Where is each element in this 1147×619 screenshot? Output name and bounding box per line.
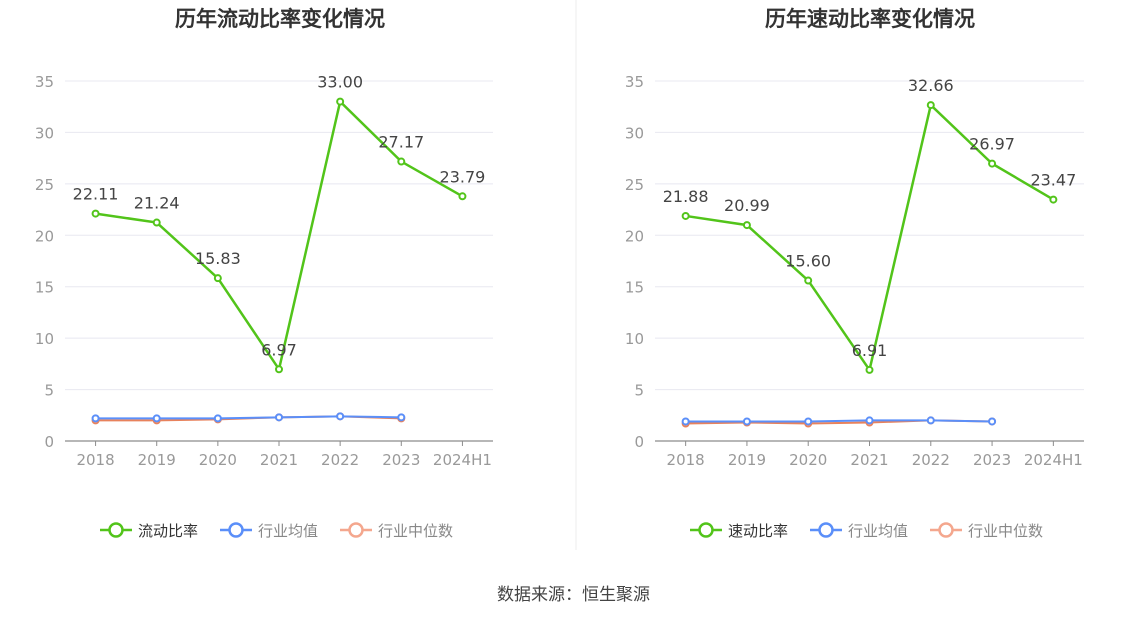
x-tick-label: 2021 (260, 451, 298, 469)
data-label: 22.11 (73, 185, 119, 204)
x-tick-label: 2018 (76, 451, 114, 469)
data-label: 21.24 (134, 194, 180, 213)
x-tick-label: 2024H1 (433, 451, 492, 469)
data-point-main (804, 276, 813, 285)
x-tick-label: 2018 (667, 451, 705, 469)
data-point-avg (742, 417, 751, 426)
y-tick-label: 0 (44, 433, 54, 451)
data-point-main (926, 101, 935, 110)
y-tick-label: 35 (35, 73, 54, 91)
legend-marker (698, 522, 714, 538)
x-tick-label: 2022 (912, 451, 950, 469)
chart-panel-2: 历年速动比率变化情况 0 5 10 15 20 25 30 35 2018 2019 2020 2021… (625, 7, 1084, 540)
y-tick-label: 15 (625, 279, 644, 297)
x-tick-label: 2024H1 (1024, 451, 1083, 469)
x-tick-label: 2023 (382, 451, 420, 469)
y-tick-label: 30 (35, 124, 54, 142)
data-point-main (91, 209, 100, 218)
y-tick-label: 15 (35, 279, 54, 297)
data-point-main (865, 365, 874, 374)
legend-label: 行业均值 (258, 522, 318, 540)
data-label: 27.17 (378, 133, 424, 152)
x-tick-label: 2019 (728, 451, 766, 469)
data-label: 20.99 (724, 196, 770, 215)
chart-title: 历年流动比率变化情况 (175, 7, 385, 31)
y-tick-label: 20 (35, 227, 54, 245)
legend-marker (938, 522, 954, 538)
x-tick-label: 2021 (850, 451, 888, 469)
data-point-main (681, 211, 690, 220)
legend-item-avg[interactable]: 行业均值 (810, 522, 908, 540)
series-line-avg (95, 415, 402, 420)
x-tick-label: 2020 (199, 451, 237, 469)
data-point-main (397, 157, 406, 166)
legend-marker (108, 522, 124, 538)
data-point-avg (91, 414, 100, 423)
legend-item-main[interactable]: 速动比率 (690, 522, 788, 540)
data-point-avg (152, 414, 161, 423)
x-tick-label: 2023 (973, 451, 1011, 469)
legend-label: 行业中位数 (378, 522, 453, 540)
data-point-avg (865, 416, 874, 425)
data-point-main (152, 218, 161, 227)
data-label: 6.91 (852, 341, 888, 360)
legend-item-main[interactable]: 流动比率 (100, 522, 198, 540)
data-label: 15.83 (195, 249, 241, 268)
data-point-avg (804, 417, 813, 426)
y-tick-label: 25 (625, 176, 644, 194)
legend-marker (818, 522, 834, 538)
series-line-avg (685, 419, 993, 423)
data-label: 23.79 (440, 167, 486, 186)
y-tick-label: 25 (35, 176, 54, 194)
data-point-main (213, 274, 222, 283)
chart-panel-1: 历年流动比率变化情况 0 5 10 15 20 25 30 35 2018 2019 2020 2021… (35, 7, 493, 540)
chart-title: 历年速动比率变化情况 (765, 7, 975, 31)
data-point-main (458, 192, 467, 201)
data-label: 32.66 (908, 76, 954, 95)
legend-label: 行业均值 (848, 522, 908, 540)
data-point-avg (397, 413, 406, 422)
data-point-avg (213, 414, 222, 423)
data-label: 21.88 (663, 187, 709, 206)
data-point-main (742, 221, 751, 230)
data-point-avg (275, 413, 283, 422)
data-label: 26.97 (969, 135, 1015, 154)
data-point-avg (336, 412, 345, 421)
y-tick-label: 20 (625, 227, 644, 245)
legend-label: 速动比率 (728, 522, 788, 540)
data-label: 23.47 (1030, 171, 1076, 190)
y-tick-label: 5 (44, 382, 54, 400)
y-tick-label: 10 (625, 330, 644, 348)
y-tick-label: 35 (625, 73, 644, 91)
legend-marker (348, 522, 364, 538)
data-point-main (275, 365, 283, 374)
y-tick-label: 5 (634, 382, 644, 400)
legend-item-median[interactable]: 行业中位数 (930, 522, 1043, 540)
data-point-main (336, 97, 345, 106)
data-label: 33.00 (317, 73, 363, 92)
x-tick-label: 2022 (321, 451, 359, 469)
data-point-main (988, 159, 997, 168)
y-tick-label: 30 (625, 124, 644, 142)
x-tick-label: 2020 (789, 451, 827, 469)
data-label: 6.97 (261, 340, 297, 359)
data-point-avg (681, 417, 690, 426)
data-point-avg (926, 416, 935, 425)
y-tick-label: 0 (634, 433, 644, 451)
x-tick-label: 2019 (138, 451, 176, 469)
legend-item-avg[interactable]: 行业均值 (220, 522, 318, 540)
legend-label: 行业中位数 (968, 522, 1043, 540)
y-tick-label: 10 (35, 330, 54, 348)
legend-label: 流动比率 (138, 522, 198, 540)
data-point-avg (988, 417, 997, 426)
data-label: 15.60 (785, 252, 831, 271)
legend-item-median[interactable]: 行业中位数 (340, 522, 453, 540)
data-source-label: 数据来源：恒生聚源 (497, 585, 650, 605)
data-point-main (1049, 195, 1058, 204)
legend-marker (228, 522, 244, 538)
